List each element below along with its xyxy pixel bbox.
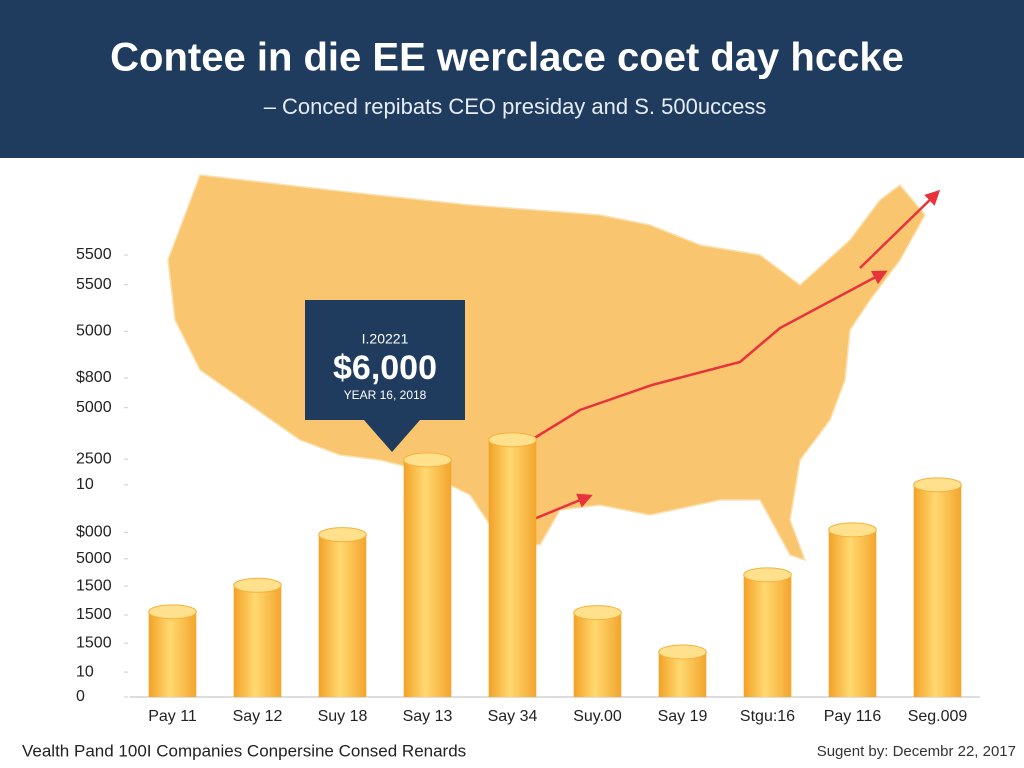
callout-label: I.20221 bbox=[362, 331, 409, 347]
x-tick-label: Pay 116 bbox=[824, 708, 882, 725]
bar-top bbox=[488, 432, 537, 448]
bar bbox=[913, 484, 962, 697]
x-tick-label: Say 34 bbox=[488, 708, 538, 725]
x-tick-label: Suy.00 bbox=[573, 708, 622, 725]
y-tick-label: 1500 bbox=[76, 606, 112, 623]
footer-left: Vealth Pand 100I Companies Conpersine Co… bbox=[22, 741, 466, 760]
y-tick-label: 5000 bbox=[76, 399, 112, 416]
bar-top bbox=[233, 577, 282, 593]
trend-arrow bbox=[509, 270, 888, 455]
callout-value: $6,000 bbox=[333, 349, 437, 387]
bar bbox=[488, 439, 537, 697]
x-tick-label: Suy 18 bbox=[318, 708, 368, 725]
header-band bbox=[0, 0, 1024, 158]
x-tick-label: Say 13 bbox=[403, 708, 453, 725]
bar-top bbox=[148, 604, 197, 620]
x-tick-label: Seg.009 bbox=[908, 708, 968, 725]
callout-date: YEAR 16, 2018 bbox=[344, 388, 427, 402]
y-tick-label: $800 bbox=[76, 369, 112, 386]
bar bbox=[148, 611, 197, 697]
map-shape bbox=[167, 174, 926, 562]
bar bbox=[573, 612, 622, 697]
footer-right: Sugent by: Decembr 22, 2017 bbox=[817, 743, 1016, 760]
y-tick-label: 5000 bbox=[76, 550, 112, 567]
y-tick-label: 1500 bbox=[76, 577, 112, 594]
bar-top bbox=[913, 477, 962, 493]
x-tick-label: Say 19 bbox=[658, 708, 708, 725]
bar bbox=[318, 534, 367, 697]
y-tick-label: 5500 bbox=[76, 246, 112, 263]
callout-box bbox=[305, 300, 465, 452]
y-tick-label: 0 bbox=[76, 688, 85, 705]
bar bbox=[658, 651, 707, 697]
y-tick-label: 2500 bbox=[76, 450, 112, 467]
y-tick-label: 10 bbox=[76, 663, 94, 680]
x-tick-label: Say 12 bbox=[233, 708, 283, 725]
y-tick-label: 5000 bbox=[76, 323, 112, 340]
bar bbox=[743, 574, 792, 697]
x-tick-label: Pay 11 bbox=[148, 708, 197, 725]
bar-top bbox=[573, 605, 622, 621]
trend-arrow bbox=[859, 189, 941, 269]
bar bbox=[233, 585, 282, 697]
y-tick-label: 10 bbox=[76, 476, 94, 493]
y-tick-label: 5500 bbox=[76, 276, 112, 293]
bar-top bbox=[318, 527, 367, 543]
chart-subtitle: – Conced repibats CEO presiday and S. 50… bbox=[264, 94, 767, 119]
callout: I.20221 $6,000 YEAR 16, 2018 bbox=[305, 300, 465, 452]
chart-title: Contee in die EE werclace coet day hccke bbox=[110, 36, 904, 80]
y-tick-label: 1500 bbox=[76, 634, 112, 651]
bar-top bbox=[743, 567, 792, 583]
bar bbox=[828, 529, 877, 697]
y-tick-label: $000 bbox=[76, 523, 112, 540]
bar-top bbox=[658, 644, 707, 660]
bar-top bbox=[828, 522, 877, 538]
x-tick-label: Stgu:16 bbox=[740, 708, 795, 725]
bar-top bbox=[403, 452, 452, 468]
bar bbox=[403, 459, 452, 697]
